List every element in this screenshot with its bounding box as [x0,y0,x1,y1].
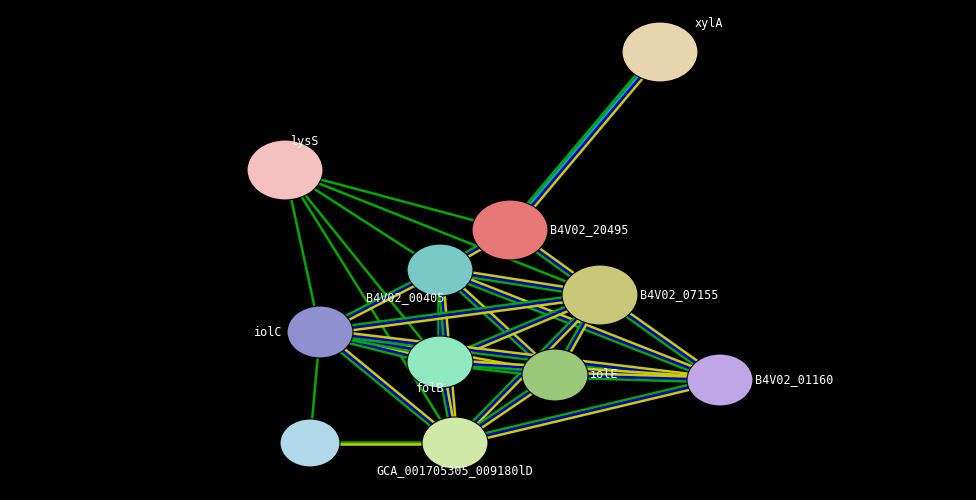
Ellipse shape [422,417,488,469]
Text: GCA_001705305_009180lD: GCA_001705305_009180lD [377,464,533,477]
Text: B4V02_07155: B4V02_07155 [640,288,718,302]
Text: lysS: lysS [290,136,318,148]
Ellipse shape [280,419,340,467]
Text: B4V02_01160: B4V02_01160 [755,374,834,386]
Ellipse shape [407,336,473,388]
Ellipse shape [407,244,473,296]
Ellipse shape [687,354,753,406]
Ellipse shape [622,22,698,82]
Text: folB: folB [416,382,444,394]
Ellipse shape [472,200,548,260]
Ellipse shape [287,306,353,358]
Text: B4V02_20495: B4V02_20495 [550,224,629,236]
Ellipse shape [562,265,638,325]
Ellipse shape [247,140,323,200]
Text: B4V02_00405: B4V02_00405 [366,292,444,304]
Text: iolE: iolE [590,368,619,382]
Ellipse shape [522,349,588,401]
Text: iolC: iolC [254,326,282,338]
Text: xylA: xylA [695,18,723,30]
